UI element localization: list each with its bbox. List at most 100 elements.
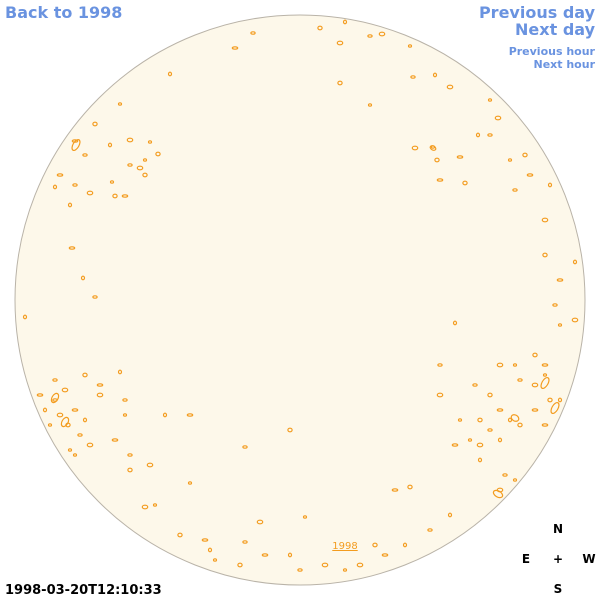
contour-blob — [472, 383, 478, 387]
contour-blob — [92, 295, 98, 299]
contour-loop — [60, 416, 70, 428]
contour-blob — [302, 515, 308, 519]
contour-blob — [517, 422, 523, 428]
contour-blob — [177, 532, 183, 538]
contour-blob — [342, 568, 348, 572]
contour-blob — [541, 217, 549, 223]
compass-south: S — [553, 582, 563, 596]
contour-blob — [146, 462, 154, 468]
contour-blob — [186, 413, 194, 417]
contour-blob — [107, 142, 113, 148]
contour-blob — [475, 132, 481, 138]
contour-blob — [122, 413, 128, 417]
contour-blob — [526, 173, 534, 177]
contour-blob — [512, 478, 518, 482]
contour-loop — [550, 401, 560, 415]
contour-blob — [71, 408, 79, 412]
next-day-link[interactable]: Next day — [515, 20, 595, 39]
contour-blob — [496, 408, 504, 412]
magnetic-contours — [22, 19, 579, 572]
year-link[interactable]: 1998 — [332, 541, 357, 552]
contour-blob — [36, 393, 44, 397]
contour-blob — [80, 275, 86, 281]
contour-blob — [547, 397, 553, 403]
contour-blob — [61, 387, 69, 393]
contour-blob — [250, 31, 256, 35]
compass-east: E — [521, 552, 531, 566]
compass-west: W — [582, 552, 596, 566]
previous-hour-link[interactable]: Previous hour — [508, 45, 595, 58]
contour-blob — [86, 190, 94, 196]
contour-blob — [152, 503, 158, 507]
contour-blob — [542, 373, 548, 377]
contour-blob — [321, 562, 329, 568]
contour-blob — [109, 180, 115, 184]
contour-blob — [571, 317, 579, 323]
contour-blob — [447, 512, 453, 518]
contour-blob — [402, 542, 408, 548]
contour-blob — [542, 252, 548, 258]
contour-blob — [47, 423, 53, 427]
contour-blob — [541, 363, 549, 367]
contour-blob — [287, 427, 293, 433]
contour-blob — [522, 152, 528, 158]
contour-blob — [467, 438, 473, 442]
contour-blob — [147, 140, 153, 144]
contour-blob — [22, 314, 28, 320]
contour-blob — [532, 352, 538, 358]
contour-loop — [429, 145, 437, 151]
contour-loop — [540, 376, 550, 390]
contour-blob — [411, 145, 419, 151]
contour-blob — [367, 34, 373, 38]
contour-blob — [207, 547, 213, 553]
contour-blob — [56, 412, 64, 418]
contour-blob — [111, 438, 119, 442]
contour-blob — [212, 558, 218, 562]
previous-day-link[interactable]: Previous day — [478, 3, 595, 22]
contour-blob — [432, 72, 438, 78]
contour-loop — [492, 489, 504, 499]
contour-blob — [477, 457, 483, 463]
contour-blob — [77, 433, 83, 437]
contour-blob — [557, 323, 563, 327]
observation-timestamp: 1998-03-20T12:10:33 — [5, 583, 162, 598]
contour-blob — [52, 184, 58, 190]
contour-blob — [42, 407, 48, 413]
contour-blob — [378, 31, 386, 37]
contour-blob — [557, 397, 563, 403]
contour-blob — [342, 19, 348, 25]
contour-blob — [127, 163, 133, 167]
contour-blob — [367, 103, 373, 107]
contour-blob — [242, 445, 248, 449]
contour-blob — [556, 278, 564, 282]
contour-blob — [436, 178, 444, 182]
contour-blob — [572, 259, 578, 265]
contour-blob — [242, 540, 248, 544]
contour-blob — [552, 303, 558, 307]
contour-blob — [507, 417, 513, 423]
contour-blob — [187, 481, 193, 485]
contour-blob — [462, 180, 468, 186]
contour-blob — [487, 392, 493, 398]
next-hour-link[interactable]: Next hour — [533, 58, 596, 71]
contour-blob — [410, 75, 416, 79]
contour-blob — [67, 448, 73, 452]
contour-blob — [231, 46, 239, 50]
contour-blob — [68, 246, 76, 250]
contour-blob — [434, 157, 440, 163]
contour-blob — [502, 473, 508, 477]
contour-blob — [72, 453, 78, 457]
contour-blob — [117, 102, 123, 106]
contour-blob — [201, 538, 209, 542]
contour-blob — [92, 121, 98, 127]
contour-blob — [86, 442, 94, 448]
contour-blob — [112, 193, 118, 199]
contour-blob — [494, 115, 502, 121]
contour-blob — [136, 165, 144, 171]
contour-blob — [456, 155, 464, 159]
contour-blob — [96, 383, 104, 387]
contour-blob — [507, 158, 513, 162]
back-to-year-link[interactable]: Back to 1998 — [5, 3, 123, 22]
contour-blob — [487, 98, 493, 102]
contour-blob — [452, 320, 458, 326]
